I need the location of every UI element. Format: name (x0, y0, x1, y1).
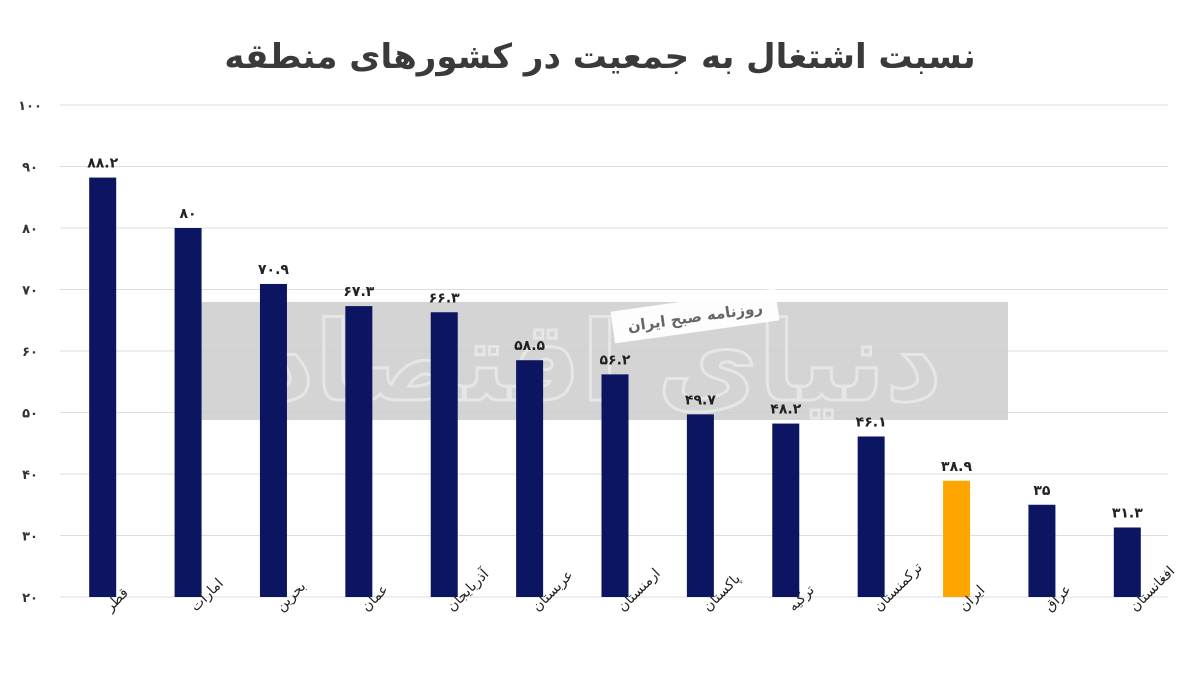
bar (943, 480, 971, 597)
bar (686, 414, 714, 597)
bar (174, 228, 202, 597)
bar (1028, 504, 1056, 597)
bar (259, 283, 287, 597)
y-tick-label: ۷۰ (22, 284, 38, 299)
bar (601, 374, 629, 597)
y-tick-label: ۹۰ (22, 161, 38, 176)
bar (772, 423, 800, 597)
y-tick-label: ۵۰ (22, 407, 38, 422)
data-label: ۵۸.۵ (514, 338, 545, 354)
watermark-banner (190, 302, 1008, 420)
y-tick-label: ۱۰۰ (18, 99, 42, 114)
data-label: ۷۰.۹ (258, 262, 289, 278)
y-tick-label: ۴۰ (22, 468, 38, 483)
bar (1113, 527, 1141, 597)
bar (857, 436, 885, 597)
y-tick-label: ۶۰ (22, 345, 38, 360)
data-label: ۸۸.۲ (87, 156, 118, 172)
data-label: ۴۹.۷ (685, 392, 716, 408)
bars (89, 177, 1141, 597)
bar (430, 312, 458, 597)
y-axis-ticks: ۲۰ ۳۰ ۴۰ ۵۰ ۶۰ ۷۰ ۸۰ ۹۰ ۱۰۰ (18, 99, 42, 606)
data-label: ۸۰ (180, 206, 197, 222)
y-tick-label: ۳۰ (22, 530, 38, 545)
bar (345, 306, 373, 597)
data-label: ۳۸.۹ (941, 459, 972, 475)
chart-title: نسبت اشتغال به جمعیت در کشورهای منطقه (224, 37, 975, 77)
data-labels: ۸۸.۲ ۸۰ ۷۰.۹ ۶۷.۳ ۶۶.۳ ۵۸.۵ ۵۶.۲ ۴۹.۷ ۴۸.۲ ۴۶.۱ ۳۸… (87, 156, 1143, 522)
data-label: ۳۱.۳ (1112, 506, 1143, 522)
data-label: ۴۸.۲ (770, 402, 801, 418)
data-label: ۶۷.۳ (343, 284, 374, 300)
bar (89, 177, 117, 597)
y-tick-label: ۲۰ (22, 591, 38, 606)
data-label: ۵۶.۲ (600, 352, 631, 368)
y-tick-label: ۸۰ (22, 222, 38, 237)
data-label: ۳۵ (1033, 483, 1051, 499)
data-label: ۴۶.۱ (856, 414, 887, 430)
bar (516, 360, 544, 597)
data-label: ۶۶.۳ (429, 290, 460, 306)
